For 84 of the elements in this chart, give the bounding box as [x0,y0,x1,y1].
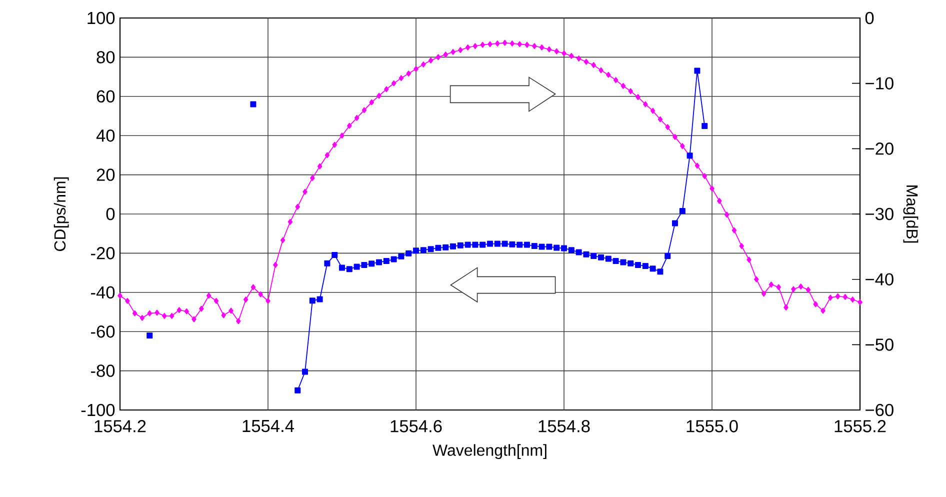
y-tick-label: -40 [91,286,115,299]
y-tick-label: 100 [88,12,115,24]
y2-axis-title: Mag[dB] [903,186,918,243]
y-axis-title: CD[ps/nm] [54,177,69,251]
y2-tick-label: −50 [866,338,894,351]
point [250,101,256,108]
y-tick-label: -20 [91,247,115,260]
point [598,254,604,260]
y-tick-label: -80 [91,364,115,377]
y2-tick-label: 0 [865,12,874,24]
y-tick-label: 20 [96,168,115,181]
point [457,242,464,248]
point [413,248,420,254]
point [524,242,530,248]
y-tick-label: 80 [96,51,115,64]
point [435,244,442,251]
point [294,387,301,394]
point [612,258,619,264]
y2-tick-label: −30 [866,208,894,220]
point [554,244,560,251]
point [650,266,656,272]
y-tick-label: -60 [91,325,115,338]
x-tick-label: 1555.2 [834,420,886,432]
point [383,258,390,264]
point [302,368,308,375]
x-axis-title: Wavelength[nm] [432,444,546,460]
point [464,242,471,248]
point [339,264,346,271]
point [428,246,434,252]
point [316,296,323,302]
x-tick-label: 1554.8 [538,420,590,432]
point [480,242,486,248]
point [376,259,382,266]
point [576,249,582,256]
point [354,264,360,270]
point [390,256,397,262]
point [368,260,375,267]
point [406,250,412,256]
y2-tick-label: −60 [866,404,894,416]
point [332,252,338,258]
point [472,242,478,248]
y-tick-label: 40 [96,129,115,142]
point [583,251,590,258]
x-tick-label: 1554.2 [94,420,146,432]
point [657,268,664,275]
y2-tick-label: −20 [866,142,894,155]
y-tick-label: 0 [106,208,115,220]
y2-tick-label: −40 [866,273,894,286]
point [546,244,552,250]
y-tick-label: -100 [81,404,115,416]
point [634,262,642,268]
point [672,220,678,226]
point [442,244,449,250]
point [450,243,456,250]
point [502,240,508,247]
point [694,68,700,74]
point [590,252,597,259]
x-tick-label: 1554.4 [242,420,294,432]
point [664,252,671,259]
point [628,260,634,266]
point [568,247,574,254]
point [516,242,523,248]
point [324,260,330,266]
point [309,298,316,304]
point [146,332,153,339]
point [420,247,426,254]
x-tick-label: 1555.0 [686,420,738,432]
point [561,245,568,252]
point [346,266,352,272]
point [361,262,368,268]
point [494,240,500,247]
point [487,240,494,247]
point [620,259,626,266]
y2-tick-label: −10 [866,77,894,90]
point [538,244,545,250]
point [509,241,516,248]
x-tick-label: 1554.6 [390,420,442,432]
point [679,208,686,214]
point [398,253,404,260]
point [702,122,708,129]
y-tick-label: 60 [96,90,115,103]
point [531,242,538,249]
point [605,256,612,262]
point [642,262,648,269]
